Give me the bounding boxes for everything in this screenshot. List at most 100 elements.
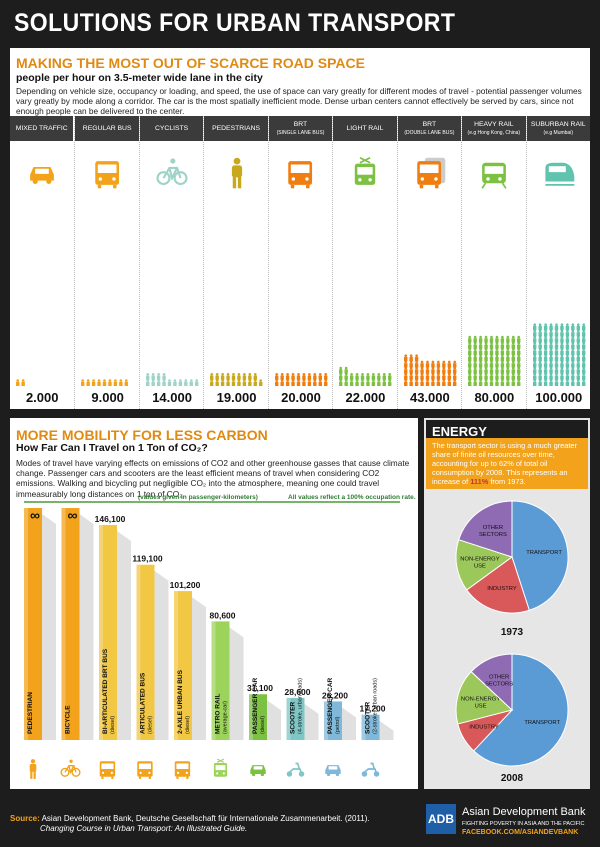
person-icon	[559, 348, 564, 355]
person-icon	[570, 360, 575, 368]
person-icon	[447, 373, 451, 380]
person-icon	[506, 348, 510, 355]
road-space-columns: MIXED TRAFFIC 2.000 REGULAR BUS 9.000 CYCLIS…	[10, 116, 590, 409]
adb-org-block: Asian Development Bank FIGHTING POVERTY …	[462, 806, 586, 836]
person-icon	[581, 373, 585, 380]
pie-slice	[458, 500, 513, 558]
bar-value-label: 26,200	[322, 690, 348, 700]
pie-slice	[470, 653, 513, 712]
person-icon	[565, 329, 569, 337]
person-icon	[554, 329, 558, 337]
person-icon	[425, 379, 429, 386]
person-icon	[581, 342, 585, 349]
person-icon	[581, 366, 585, 374]
person-icon	[436, 379, 440, 386]
person-icon	[151, 379, 155, 386]
person-icon	[543, 335, 547, 343]
people-grid	[274, 373, 328, 386]
person-icon	[145, 373, 150, 380]
energy-description-pre: The transport sector is using a much gre…	[432, 441, 578, 486]
bar-shadow	[79, 514, 94, 740]
bar-category-sublabel: (diesel)	[148, 716, 154, 734]
person-icon	[495, 354, 499, 362]
bar-highlight	[249, 694, 253, 740]
person-icon	[441, 373, 446, 380]
road-mode-header: HEAVY RAIL (e.g Hong Kong, China)	[462, 116, 526, 141]
person-icon	[570, 335, 575, 343]
person-icon	[232, 379, 236, 386]
person-icon	[554, 366, 558, 374]
person-icon	[291, 373, 295, 380]
person-icon	[409, 354, 413, 362]
pedestrian-icon	[29, 759, 37, 779]
person-icon	[506, 373, 510, 380]
person-icon	[581, 360, 585, 368]
person-icon	[538, 329, 542, 337]
person-icon	[543, 360, 547, 368]
person-icon	[473, 354, 477, 362]
road-mode-label: BRT	[293, 120, 308, 128]
bar-highlight	[174, 591, 178, 740]
adb-org-name: Asian Development Bank	[462, 806, 586, 818]
pie-slice-label: USE	[474, 564, 486, 570]
person-icon	[318, 379, 322, 386]
person-icon	[215, 373, 220, 380]
bar-category-sublabel: (diesel)	[260, 716, 266, 734]
person-icon	[414, 366, 418, 374]
bar-value-label: 146,100	[95, 514, 126, 524]
person-icon	[565, 366, 569, 374]
person-icon	[532, 329, 536, 337]
bar-shadow	[229, 627, 244, 740]
bicycle-icon	[156, 158, 188, 186]
person-icon	[495, 379, 499, 386]
person-icon	[565, 335, 569, 343]
person-icon	[538, 323, 542, 331]
energy-highlight: 111%	[470, 477, 489, 486]
road-mode-value: 9.000	[91, 390, 124, 405]
person-icon	[361, 373, 365, 380]
pie-slice-label: TRANSPORT	[526, 550, 562, 556]
person-icon	[570, 354, 575, 362]
person-icon	[479, 373, 483, 380]
pie-slice-label: SECTORS	[485, 682, 513, 688]
person-icon	[479, 360, 483, 368]
person-icon	[495, 373, 499, 380]
person-icon	[16, 379, 20, 386]
bus-icon	[94, 161, 119, 189]
person-icon	[489, 335, 494, 343]
person-icon	[178, 379, 182, 386]
person-icon	[554, 360, 558, 368]
bar-category-label: BI-ARTICULATED BRT BUS	[102, 648, 109, 734]
road-mode-sublabel: (e.g Mumbai)	[543, 129, 573, 136]
person-icon	[484, 379, 488, 386]
car-icon	[250, 765, 266, 777]
person-icon	[548, 360, 553, 368]
adb-facebook-link[interactable]: FACEBOOK.COM/ASIANDEVBANK	[462, 829, 579, 836]
person-icon	[559, 335, 564, 343]
person-icon	[167, 379, 172, 386]
person-icon	[302, 379, 306, 386]
person-icon	[414, 354, 418, 362]
person-icon	[339, 373, 343, 380]
person-icon	[538, 379, 542, 386]
person-icon	[312, 373, 317, 380]
person-icon	[414, 360, 418, 368]
person-icon	[344, 373, 349, 380]
person-icon	[468, 348, 472, 355]
bar	[324, 701, 342, 740]
person-icon	[125, 379, 129, 386]
road-mode-column: HEAVY RAIL (e.g Hong Kong, China) 80.000	[461, 116, 526, 409]
person-icon	[473, 342, 477, 349]
person-icon	[576, 323, 580, 331]
person-icon	[559, 366, 564, 374]
bar	[61, 508, 80, 740]
person-icon	[532, 354, 536, 362]
person-icon	[506, 360, 510, 368]
person-icon	[259, 379, 263, 386]
person-icon	[479, 335, 483, 343]
page-title: SOLUTIONS FOR URBAN TRANSPORT	[14, 9, 456, 37]
bar-highlight	[24, 508, 28, 740]
pie-slice-label: INDUSTRY	[487, 586, 517, 592]
